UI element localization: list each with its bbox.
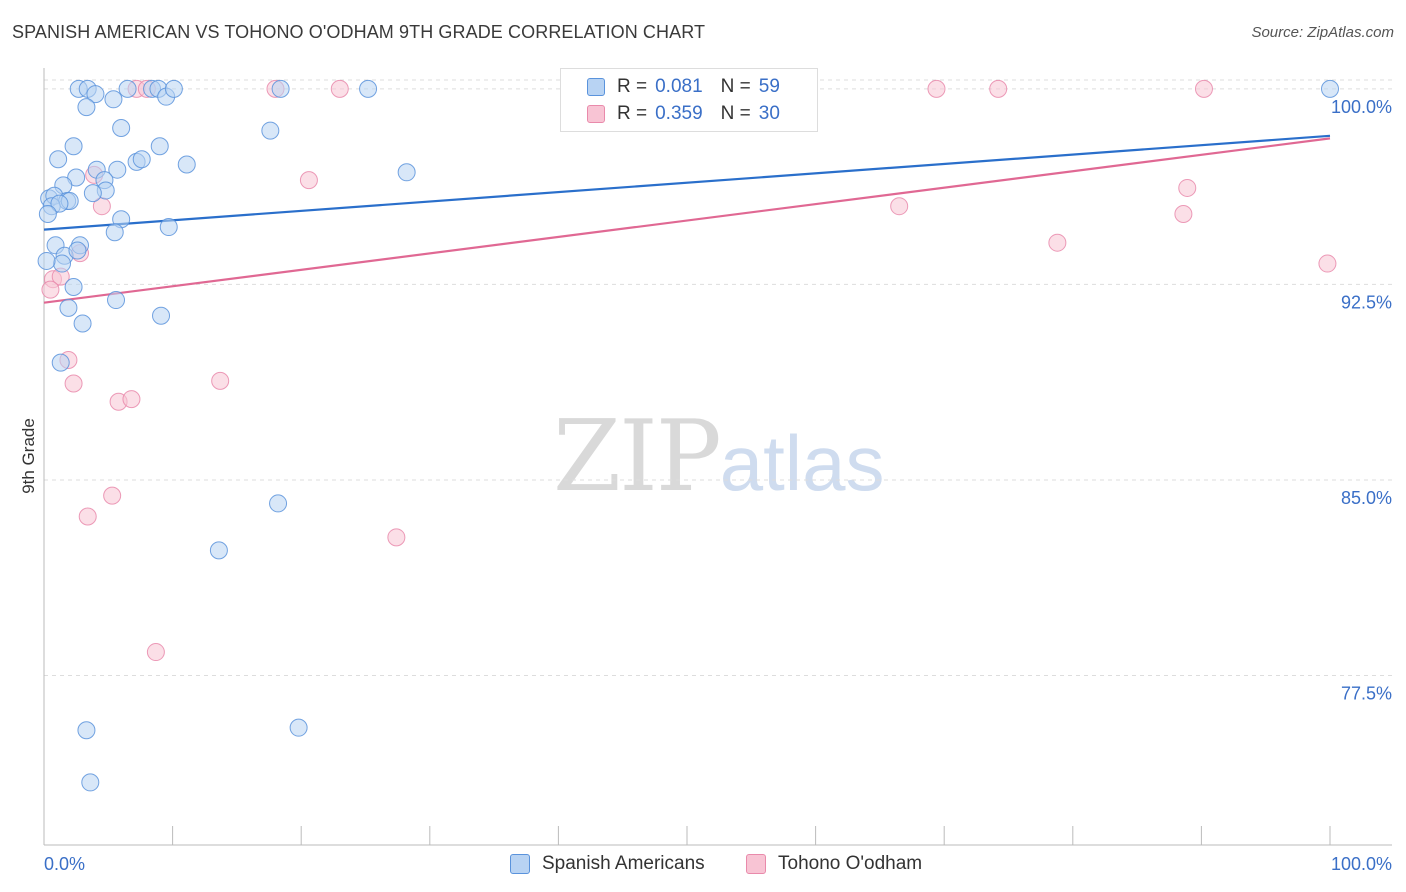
x-tick-label-max: 100.0% [1331,854,1392,874]
point-spanish-americans [77,721,96,740]
point-spanish-americans [269,494,288,513]
point-tohono-oodham [1178,178,1197,197]
point-tohono-oodham [927,79,946,98]
point-tohono-oodham [41,280,60,299]
x-tick-label-min: 0.0% [44,854,85,874]
watermark-zip: ZIP [553,400,722,514]
point-spanish-americans [51,353,70,372]
point-spanish-americans [159,218,178,237]
point-spanish-americans [81,773,100,792]
point-spanish-americans [77,98,96,117]
point-tohono-oodham [122,390,141,409]
trend-layer [43,134,1331,304]
point-spanish-americans [1321,79,1339,98]
y-tick-label: 77.5% [1341,684,1392,704]
legend-n-label: N = [720,76,751,97]
point-tohono-oodham [103,486,122,505]
y-axis-label: 9th Grade [19,418,38,494]
point-tohono-oodham [1318,254,1337,273]
point-spanish-americans [261,121,280,140]
point-tohono-oodham [387,528,406,547]
point-spanish-americans [64,278,83,297]
point-spanish-americans [37,251,56,270]
watermark-atlas: atlas [719,419,885,507]
point-spanish-americans [289,718,308,737]
point-spanish-americans [209,541,228,560]
y-tick-label: 100.0% [1331,97,1392,117]
point-tohono-oodham [330,79,349,98]
point-tohono-oodham [989,79,1008,98]
stats-legend: R = 0.081 N = 59 R = 0.359 N = 30 [560,68,818,132]
legend-row-tohono-oodham: R = 0.359 N = 30 [587,102,780,126]
point-spanish-americans [38,205,57,224]
legend-n-value-pink: 30 [758,103,780,124]
chart-source: Source: ZipAtlas.com [1251,24,1394,41]
legend-row-spanish-americans: R = 0.081 N = 59 [587,75,780,99]
point-spanish-americans [49,150,68,169]
legend-r-value-blue: 0.081 [655,76,703,97]
point-tohono-oodham [1048,233,1067,252]
legend-r-label: R = [617,103,648,124]
point-spanish-americans [150,137,169,156]
point-spanish-americans [59,298,78,317]
point-spanish-americans [105,223,124,242]
legend-swatch-blue [587,78,605,96]
point-spanish-americans [50,194,69,213]
point-spanish-americans [359,79,378,98]
point-spanish-americans [83,184,102,203]
point-spanish-americans [68,241,87,260]
y-tick-label: 85.0% [1341,488,1392,508]
point-tohono-oodham [890,197,909,216]
point-tohono-oodham [299,171,318,190]
point-spanish-americans [64,137,83,156]
point-spanish-americans [271,79,290,98]
point-tohono-oodham [146,643,165,662]
legend-r-value-pink: 0.359 [655,103,703,124]
point-tohono-oodham [78,507,97,526]
bottom-legend-label-blue: Spanish Americans [542,853,705,874]
bottom-legend-label-pink: Tohono O'odham [778,853,923,874]
point-spanish-americans [112,118,131,137]
bottom-legend-tohono-oodham: Tohono O'odham [746,851,922,877]
point-spanish-americans [73,314,92,333]
label-layer: 77.5% 85.0% 92.5% 100.0% 0.0% 100.0% 9th Grade [19,97,1392,874]
legend-n-value-blue: 59 [758,76,780,97]
trendline-tohono-oodham [43,137,1331,304]
grid-layer [44,79,1392,677]
chart-title: SPANISH AMERICAN VS TOHONO O'ODHAM 9TH G… [12,22,706,42]
point-spanish-americans [104,90,123,109]
point-spanish-americans [164,79,183,98]
point-tohono-oodham [64,374,83,393]
point-spanish-americans [397,163,416,182]
bottom-legend-swatch-blue [510,854,530,874]
legend-n-label: N = [720,103,751,124]
point-spanish-americans [177,155,196,174]
point-spanish-americans [152,306,171,325]
point-tohono-oodham [1194,79,1213,98]
trendline-spanish-americans [43,134,1331,231]
y-tick-label: 92.5% [1341,292,1392,312]
legend-swatch-pink [587,105,605,123]
legend-r-label: R = [617,76,648,97]
point-layer [37,79,1339,792]
point-spanish-americans [86,85,105,104]
point-spanish-americans [53,254,72,273]
point-tohono-oodham [211,371,230,390]
point-tohono-oodham [1174,205,1193,224]
point-spanish-americans [118,79,137,98]
watermark: ZIPatlas [553,400,885,514]
point-spanish-americans [132,150,151,169]
point-spanish-americans [107,291,126,310]
point-spanish-americans [108,160,127,179]
bottom-legend-swatch-pink [746,854,766,874]
bottom-legend-spanish-americans: Spanish Americans [510,851,705,877]
